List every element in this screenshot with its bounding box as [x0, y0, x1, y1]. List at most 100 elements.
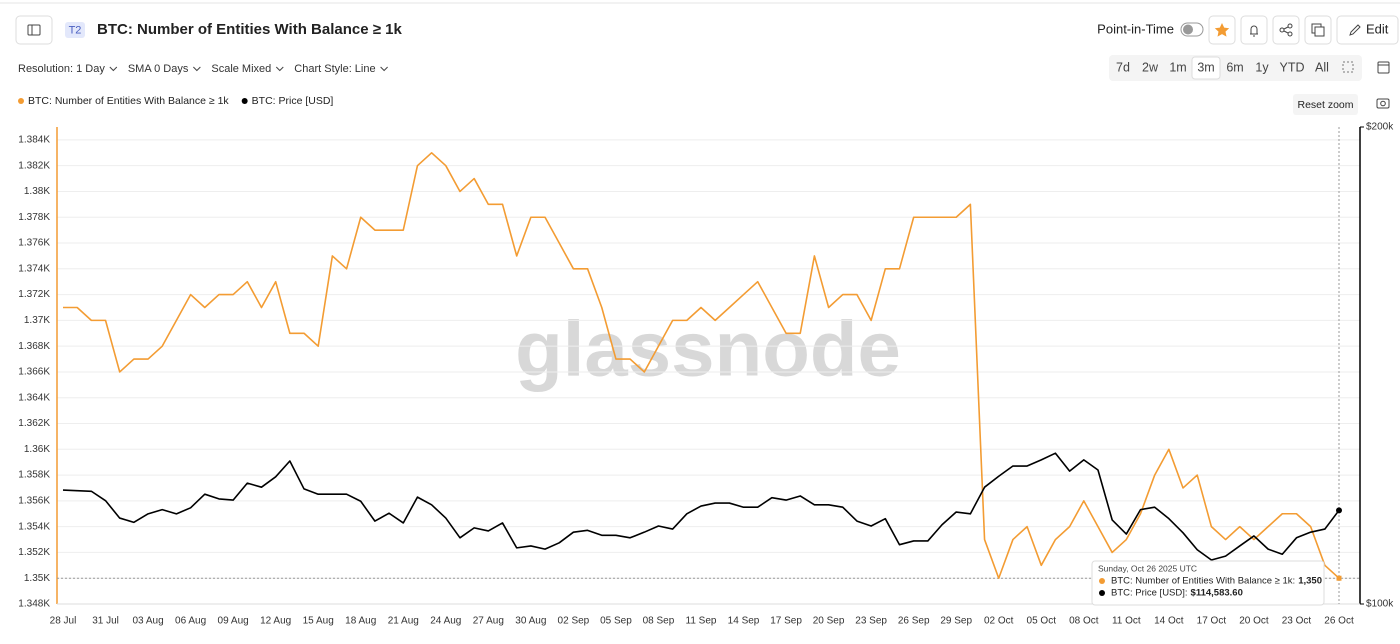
- legend-marker: [18, 98, 24, 104]
- y-tick-label: 1.358K: [18, 470, 50, 481]
- range-buttons: 7d 2w 1m 3m 6m 1y YTD All: [1116, 56, 1354, 80]
- range-button[interactable]: 6m: [1226, 60, 1243, 74]
- x-tick-label: 03 Aug: [132, 616, 163, 627]
- x-tick-label: 20 Oct: [1239, 616, 1269, 627]
- share-icon: [1287, 23, 1293, 29]
- screenshot-icon[interactable]: [1376, 98, 1390, 109]
- x-tick-label: 14 Oct: [1154, 616, 1184, 627]
- zoom-select-icon: [1342, 61, 1354, 73]
- x-tick-label: 09 Aug: [218, 616, 249, 627]
- point-marker: [1336, 507, 1342, 514]
- range-button[interactable]: 3m: [1197, 60, 1214, 74]
- y-tick-label: 1.384K: [18, 135, 50, 146]
- plot: 1.348K 1.35K 1.352K 1.354K 1.356K 1.358K 1.36K…: [18, 122, 1394, 627]
- x-tick-label: 28 Jul: [50, 616, 77, 627]
- range-button[interactable]: YTD: [1280, 60, 1305, 74]
- y2-tick-label: $200k: [1366, 122, 1394, 133]
- x-tick-label: 21 Aug: [388, 616, 419, 627]
- toolbar-dropdown[interactable]: Chart Style: Line: [294, 63, 375, 75]
- x-tick-label: 31 Jul: [92, 616, 119, 627]
- edit-button[interactable]: [1336, 15, 1399, 45]
- tooltip-value: $114,583.60: [1191, 588, 1243, 599]
- x-tick-label: 02 Sep: [558, 616, 590, 627]
- x-tick-label: 14 Sep: [728, 616, 760, 627]
- x-tick-label: 18 Aug: [345, 616, 376, 627]
- share-button[interactable]: [1272, 15, 1300, 45]
- tooltip-value: 1,350: [1298, 576, 1322, 587]
- x-tick-label: 08 Oct: [1069, 616, 1099, 627]
- x-tick-label: 23 Oct: [1282, 616, 1312, 627]
- legend: BTC: Number of Entities With Balance ≥ 1…: [18, 95, 333, 107]
- series-line: [63, 151, 1340, 580]
- x-tick-label: 27 Aug: [473, 616, 504, 627]
- star-icon: [1214, 23, 1230, 37]
- range-button[interactable]: All: [1315, 60, 1329, 74]
- tooltip: Sunday, Oct 26 2025 UTC BTC: Number of En…: [1091, 560, 1325, 606]
- copy-icon: [1314, 26, 1325, 37]
- y-tick-label: 1.378K: [18, 212, 50, 223]
- bell-icon: [1250, 25, 1258, 37]
- range-active: [1191, 56, 1221, 80]
- y-tick-label: 1.376K: [18, 238, 50, 249]
- y-tick-label: 1.366K: [18, 367, 50, 378]
- y-tick-label: 1.368K: [18, 341, 50, 352]
- alert-button[interactable]: [1240, 15, 1268, 45]
- legend-label[interactable]: BTC: Price [USD]: [252, 95, 334, 107]
- legend-label[interactable]: BTC: Number of Entities With Balance ≥ 1…: [28, 95, 229, 107]
- point-marker: [1336, 575, 1342, 581]
- legend-marker: [241, 98, 248, 104]
- tooltip-marker: [1099, 590, 1105, 596]
- range-button[interactable]: 1y: [1255, 60, 1269, 74]
- x-tick-label: 08 Sep: [643, 616, 675, 627]
- reset-zoom-button[interactable]: [1293, 94, 1358, 115]
- tooltip-box: [1091, 560, 1325, 606]
- chevron-icon: [109, 66, 118, 72]
- chevron-icon: [193, 66, 201, 72]
- toolbar-dropdown[interactable]: SMA 0 Days: [128, 63, 189, 75]
- range-button[interactable]: 2w: [1142, 60, 1159, 74]
- x-tick-label: 05 Oct: [1027, 616, 1057, 627]
- y-tick-label: 1.36K: [24, 444, 50, 455]
- x-tick-label: 02 Oct: [984, 616, 1014, 627]
- x-tick-label: 24 Aug: [430, 616, 461, 627]
- calendar-button[interactable]: [1370, 55, 1396, 81]
- y-tick-label: 1.38K: [24, 186, 50, 197]
- toolbar-dropdown[interactable]: Resolution: 1 Day: [18, 63, 105, 75]
- range-button[interactable]: 7d: [1116, 60, 1130, 74]
- toggle-knob: [1183, 24, 1193, 35]
- chevron-icon: [380, 66, 388, 72]
- point-in-time-label: Point-in-Time: [1097, 21, 1174, 36]
- x-tick-label: 12 Aug: [260, 616, 291, 627]
- y-tick-label: 1.37K: [24, 315, 50, 326]
- badge: T2: [69, 24, 82, 36]
- x-tick-label: 30 Aug: [515, 616, 546, 627]
- badge-bg: [65, 22, 85, 38]
- y-tick-label: 1.352K: [18, 547, 50, 558]
- edit-label: Edit: [1366, 21, 1389, 36]
- y-tick-label: 1.372K: [18, 289, 50, 300]
- x-tick-label: 15 Aug: [303, 616, 334, 627]
- sidebar-button[interactable]: [15, 15, 53, 45]
- x-tick-label: 11 Sep: [686, 616, 717, 627]
- y-tick-label: 1.362K: [18, 418, 50, 429]
- range-group: [1109, 55, 1362, 81]
- y-tick-label: 1.348K: [18, 599, 50, 610]
- y-tick-label: 1.356K: [18, 496, 50, 507]
- tooltip-title: Sunday, Oct 26 2025 UTC: [1098, 563, 1197, 573]
- y-tick-label: 1.354K: [18, 521, 50, 532]
- x-tick-label: 17 Sep: [770, 616, 802, 627]
- sidebar-icon: [27, 24, 41, 36]
- toolbar-dropdown[interactable]: Scale Mixed: [211, 63, 271, 75]
- tooltip-marker: [1099, 578, 1105, 584]
- y-tick-label: 1.35K: [24, 573, 50, 584]
- y-tick-label: 1.364K: [18, 392, 50, 403]
- share-icon: [1287, 31, 1293, 37]
- reset-zoom-label: Reset zoom: [1297, 99, 1353, 111]
- screenshot-icon: [1380, 100, 1386, 107]
- range-button[interactable]: 1m: [1169, 60, 1186, 74]
- chevron-icon: [275, 66, 284, 72]
- x-tick-label: 17 Oct: [1197, 616, 1227, 627]
